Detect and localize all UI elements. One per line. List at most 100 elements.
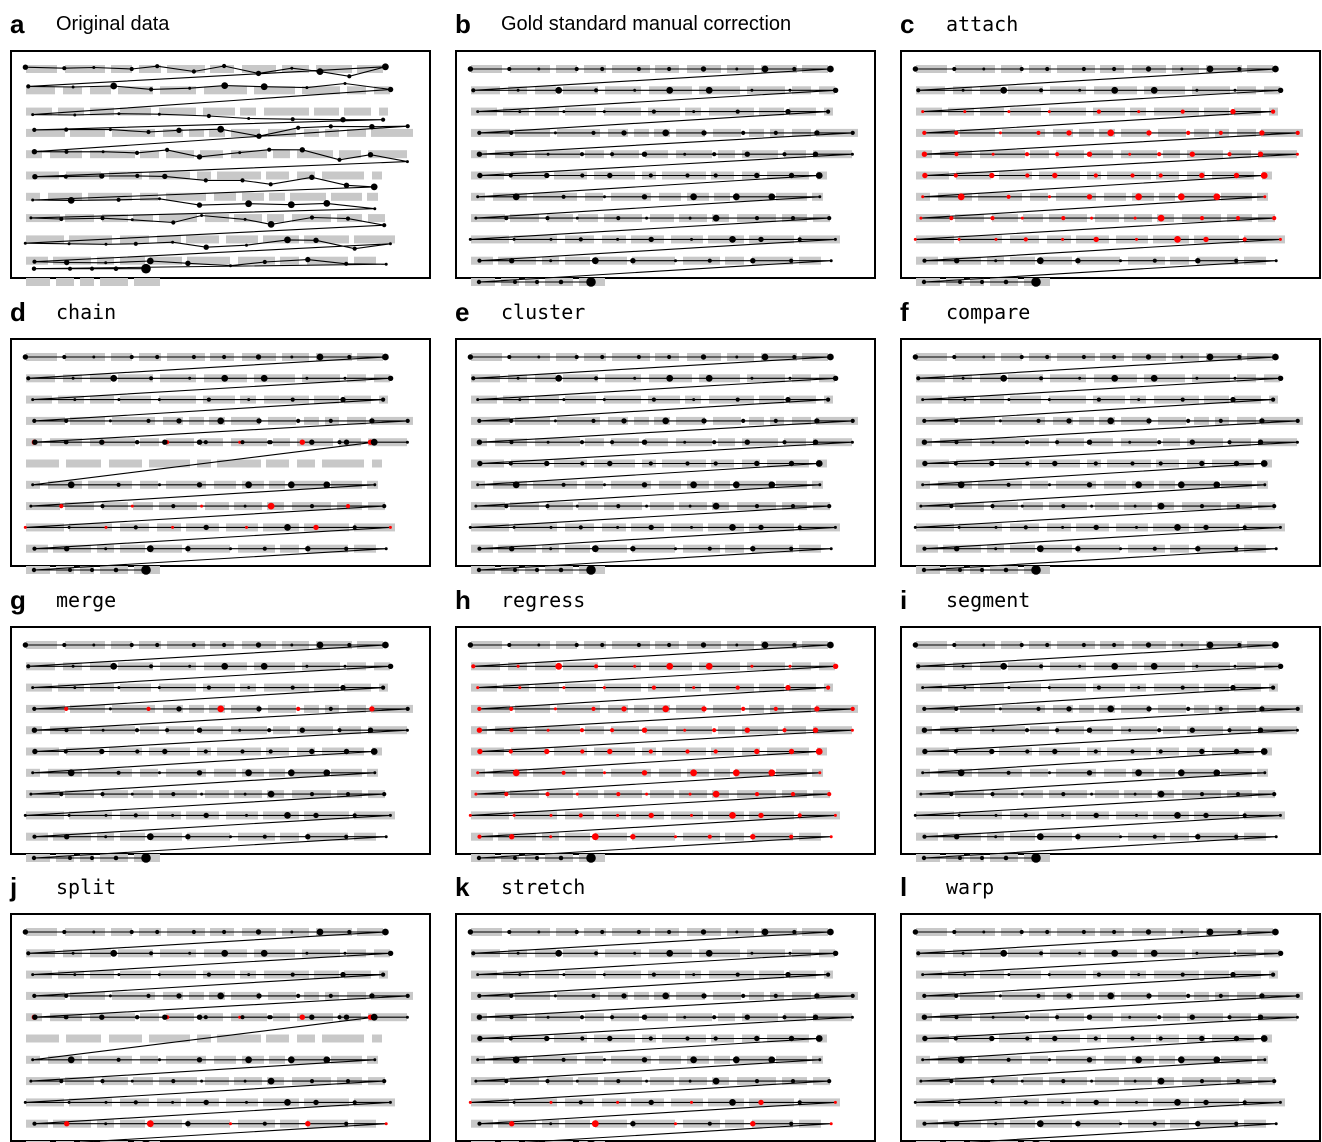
fixation	[309, 215, 315, 220]
fixation-reassigned	[602, 686, 606, 690]
fixation	[31, 727, 38, 733]
fixation	[203, 244, 209, 250]
fixation	[1174, 1099, 1181, 1106]
fixation	[788, 88, 792, 92]
word-block	[53, 256, 91, 265]
fixation	[610, 440, 615, 445]
fixation	[912, 929, 919, 935]
fixation-reassigned	[630, 834, 636, 840]
fixation	[741, 993, 746, 998]
fixation-reassigned	[1227, 152, 1232, 157]
panel-plot-g	[10, 626, 431, 863]
fixation	[991, 440, 995, 444]
fixation	[340, 117, 346, 123]
fixation	[1203, 524, 1209, 531]
fixation	[1025, 749, 1030, 754]
fixation	[957, 481, 965, 489]
fixation	[477, 1035, 483, 1042]
fixation	[99, 1014, 105, 1020]
fixation	[607, 172, 613, 179]
fixation-reassigned	[833, 1100, 837, 1104]
fixation	[994, 1100, 998, 1104]
fixation	[1061, 792, 1066, 797]
fixation	[921, 855, 927, 861]
fixation	[343, 748, 350, 755]
fixation-reassigned	[994, 237, 998, 241]
fixation	[797, 1100, 802, 1105]
fixation-reassigned	[788, 664, 792, 668]
fixation	[982, 67, 986, 71]
fixation	[509, 152, 514, 157]
fixation	[158, 1058, 161, 1062]
fixation	[545, 216, 550, 221]
fixation	[32, 834, 37, 839]
word-block	[266, 171, 289, 180]
fixation	[814, 130, 820, 136]
fixation	[692, 398, 696, 402]
fixation	[340, 971, 346, 978]
fixation	[267, 147, 272, 152]
fixation	[133, 813, 138, 818]
fixation	[31, 1058, 35, 1062]
panel-letter: f	[900, 297, 909, 327]
fixation	[171, 1079, 176, 1084]
fixation	[954, 706, 959, 711]
fixation	[594, 376, 599, 381]
fixation	[64, 728, 69, 733]
fixation	[921, 727, 928, 733]
fixation	[1052, 1035, 1058, 1042]
fixation	[116, 197, 121, 202]
word-block	[297, 150, 333, 159]
fixation	[998, 419, 1002, 423]
fixation	[922, 1121, 927, 1126]
fixation	[512, 1100, 516, 1104]
fixation	[23, 241, 27, 245]
fixation-reassigned	[957, 193, 965, 201]
fixation	[979, 567, 985, 573]
fixation	[1066, 993, 1072, 999]
fixation	[64, 834, 70, 840]
fixation	[155, 64, 160, 69]
fixation	[750, 258, 756, 264]
fixation	[104, 835, 108, 839]
fixation	[546, 440, 550, 444]
fixation	[998, 994, 1002, 998]
fixation	[641, 482, 648, 488]
fixation	[1081, 929, 1086, 935]
fixation	[1152, 258, 1157, 263]
fixation	[1036, 418, 1041, 423]
fixation	[712, 440, 717, 445]
fixation	[958, 568, 962, 572]
fixation	[32, 1014, 38, 1020]
fixation	[62, 66, 67, 71]
fixation	[580, 1036, 585, 1041]
fixation	[165, 728, 170, 733]
fixation	[645, 216, 649, 220]
fixation	[509, 440, 514, 445]
fixation	[782, 152, 787, 157]
fixation	[476, 483, 480, 487]
word-block	[269, 192, 285, 201]
fixation	[255, 70, 262, 77]
fixation	[1052, 748, 1058, 755]
fixation	[1237, 66, 1242, 72]
fixation	[648, 1099, 654, 1106]
fixation	[913, 525, 917, 529]
fixation	[1278, 525, 1282, 529]
fixation	[113, 266, 119, 271]
fixation	[785, 971, 791, 978]
fixation	[1039, 88, 1044, 93]
fixation-reassigned	[544, 748, 550, 755]
fixation	[1278, 1100, 1282, 1104]
fixation	[100, 1079, 105, 1084]
fixation	[267, 221, 275, 228]
fixation	[129, 66, 134, 72]
fixation	[979, 279, 985, 285]
fixation	[73, 973, 77, 977]
fixation-reassigned	[508, 749, 513, 754]
fixation-reassigned	[919, 216, 923, 220]
fixation	[171, 504, 176, 509]
fixation	[191, 354, 196, 360]
fixation	[382, 1079, 387, 1084]
fixation	[101, 728, 105, 732]
